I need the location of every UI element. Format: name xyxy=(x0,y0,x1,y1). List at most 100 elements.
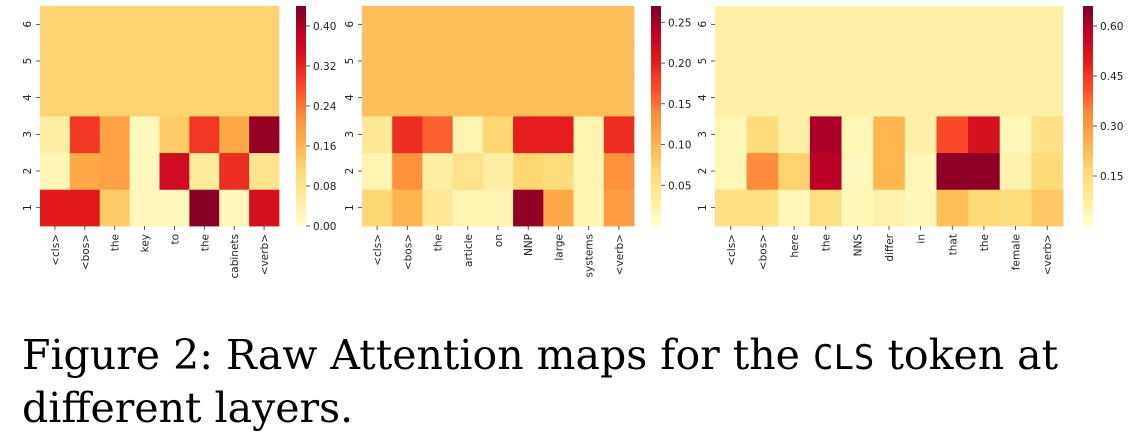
x-tick-label: article xyxy=(463,234,475,267)
heatmap-cell xyxy=(778,79,811,117)
x-tick-label: <cls> xyxy=(50,234,62,266)
x-tick-label: differ xyxy=(884,233,896,261)
colorbar-tick-label: 0.15 xyxy=(1100,171,1123,183)
heatmap-cell xyxy=(543,116,574,154)
heatmap-cell xyxy=(129,79,160,117)
heatmap-cell xyxy=(452,152,484,190)
x-tick-label: in xyxy=(916,234,928,244)
caption-prefix: Figure 2: Raw Attention maps for the xyxy=(22,331,800,379)
heatmap-cell xyxy=(809,6,842,44)
heatmap-cell xyxy=(422,42,454,80)
heatmap-cell xyxy=(69,6,101,44)
heatmap-cell xyxy=(513,152,544,190)
y-tick-label: 5 xyxy=(697,58,709,65)
colorbar xyxy=(651,6,661,226)
x-tick-label: NNS xyxy=(852,234,864,257)
heatmap-cell xyxy=(968,79,1001,117)
heatmap-cell xyxy=(482,6,514,44)
heatmap-cell xyxy=(219,42,250,80)
y-tick-label: 5 xyxy=(344,58,356,65)
x-tick-label: the xyxy=(199,234,211,251)
y-tick-label: 2 xyxy=(22,168,34,175)
heatmap-cell xyxy=(841,152,874,190)
heatmap-cell xyxy=(513,116,544,154)
heatmap-cell xyxy=(129,152,160,190)
heatmap-cell xyxy=(219,79,250,117)
heatmap-cell xyxy=(778,116,811,154)
heatmap-cell xyxy=(809,189,842,227)
heatmap-cell xyxy=(904,6,937,44)
figure-heatmaps: 1 2 3 4 5 6 <cls> <bos> the key to the cabinets <verb… xyxy=(22,6,1123,279)
x-tick-label: the xyxy=(821,234,833,251)
heatmap-cell xyxy=(841,79,874,117)
y-tick-label: 1 xyxy=(22,204,34,211)
heatmap-cell xyxy=(603,152,635,190)
heatmap-cell xyxy=(573,42,605,80)
heatmap-cell xyxy=(1031,116,1064,154)
heatmap-cell xyxy=(362,189,393,227)
heatmap-cell xyxy=(392,79,423,117)
heatmap-cell xyxy=(362,116,393,154)
x-tick-label: <bos> xyxy=(402,234,414,270)
heatmap-cell xyxy=(362,79,393,117)
heatmap-cell xyxy=(1031,42,1064,80)
heatmap-cell xyxy=(513,189,544,227)
heatmap-cell xyxy=(513,79,544,117)
heatmap-cell xyxy=(40,152,71,190)
heatmap-cell xyxy=(543,152,574,190)
colorbar xyxy=(296,6,306,226)
x-tick-label: <bos> xyxy=(80,234,92,270)
heatmap-cell xyxy=(249,6,280,44)
heatmap-cell xyxy=(422,6,454,44)
y-tick-label: 3 xyxy=(697,131,709,138)
heatmap-cell xyxy=(746,42,779,80)
heatmap-cell xyxy=(452,79,484,117)
heatmap-panel-2: 1 2 3 4 5 6 <cls> <bos> the article on NNP large syst… xyxy=(344,6,691,277)
heatmap-cell xyxy=(219,189,250,227)
colorbar-tick-label: 0.24 xyxy=(313,101,337,113)
heatmap-cell xyxy=(573,79,605,117)
x-tick-label: <bos> xyxy=(757,234,769,270)
colorbar-tick-label: 0.45 xyxy=(1100,71,1123,83)
heatmap-cell xyxy=(129,42,160,80)
heatmap-cell xyxy=(968,116,1001,154)
heatmap-cell xyxy=(69,42,101,80)
heatmap-cell xyxy=(841,42,874,80)
heatmap-cell xyxy=(452,42,484,80)
heatmap-cell xyxy=(999,6,1032,44)
heatmap-cell xyxy=(573,189,605,227)
y-tick-label: 2 xyxy=(344,168,356,175)
heatmap-cell xyxy=(219,6,250,44)
heatmap-panel-1: 1 2 3 4 5 6 <cls> <bos> the key to the cabinets <verb… xyxy=(22,6,337,279)
y-tick-label: 1 xyxy=(344,204,356,211)
heatmap-cell xyxy=(936,79,969,117)
heatmap-cell xyxy=(129,6,160,44)
heatmap-cell xyxy=(543,42,574,80)
heatmap-cell xyxy=(392,6,423,44)
heatmap-cell xyxy=(746,79,779,117)
heatmap-cell xyxy=(159,6,190,44)
heatmap-cell xyxy=(968,6,1001,44)
heatmap-cell xyxy=(936,6,969,44)
heatmap-cell xyxy=(873,152,906,190)
heatmap-cell xyxy=(422,189,454,227)
colorbar-tick-label: 0.15 xyxy=(668,99,691,111)
heatmap-cell xyxy=(809,152,842,190)
heatmap-cell xyxy=(159,42,190,80)
heatmap-cell xyxy=(482,152,514,190)
heatmap-cell xyxy=(189,116,220,154)
colorbar-tick-label: 0.05 xyxy=(668,180,691,192)
colorbar-tick-label: 0.30 xyxy=(1100,121,1123,133)
heatmap-cell xyxy=(159,116,190,154)
colorbar-tick-label: 0.10 xyxy=(668,140,691,152)
x-tick-label: the xyxy=(433,234,445,251)
heatmap-cell xyxy=(99,189,131,227)
x-tick-label: <cls> xyxy=(372,234,384,266)
heatmap-cell xyxy=(746,6,779,44)
heatmap-cell xyxy=(392,189,423,227)
heatmap-cell xyxy=(904,116,937,154)
heatmap-cell xyxy=(936,116,969,154)
colorbar-tick-label: 0.40 xyxy=(313,21,336,33)
heatmap-cell xyxy=(129,189,160,227)
colorbar-tick-label: 0.20 xyxy=(668,58,691,70)
